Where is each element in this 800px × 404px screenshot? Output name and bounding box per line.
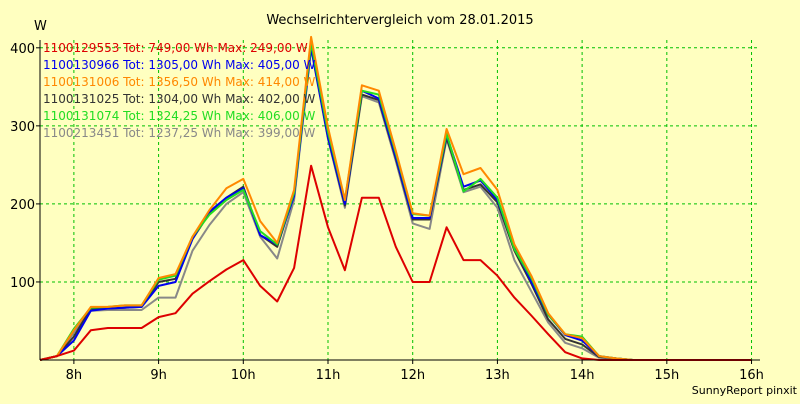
plot-frame [39,40,760,361]
legend-entry: 1100129553 Tot: 749,00 Wh Max: 249,00 W [43,41,308,55]
y-axis-label: W [34,19,47,34]
y-tick-label: 200 [10,198,35,213]
x-tick-label: 11h [316,368,341,383]
x-tick-label: 8h [66,368,83,383]
y-tick-label: 300 [10,120,35,135]
x-axis-ticks: 8h 9h 10h 11h 12h 13h 14h 15h 16h [66,360,764,383]
x-tick-label: 15h [654,368,679,383]
y-tick-label: 100 [10,276,35,291]
legend-entry: 1100131074 Tot: 1324,25 Wh Max: 406,00 W [43,109,316,123]
y-axis-ticks: 100 200 300 400 [10,42,40,291]
y-tick-label: 400 [10,42,35,57]
footer-credit: SunnyReport pinxit [692,384,798,397]
legend: 1100129553 Tot: 749,00 Wh Max: 249,00 W 1… [43,41,316,140]
x-tick-label: 16h [739,368,764,383]
legend-entry: 1100131006 Tot: 1356,50 Wh Max: 414,00 W [43,75,316,89]
x-tick-label: 12h [400,368,425,383]
x-tick-label: 10h [231,368,256,383]
legend-entry: 1100131025 Tot: 1304,00 Wh Max: 402,00 W [43,92,316,106]
plot-area [40,40,760,360]
x-tick-label: 9h [150,368,167,383]
legend-entry: 1100213451 Tot: 1237,25 Wh Max: 399,00 W [43,126,316,140]
x-tick-label: 14h [570,368,595,383]
x-tick-label: 13h [485,368,510,383]
legend-entry: 1100130966 Tot: 1305,00 Wh Max: 405,00 W [43,58,316,72]
chart-title: Wechselrichtervergleich vom 28.01.2015 [266,13,533,28]
